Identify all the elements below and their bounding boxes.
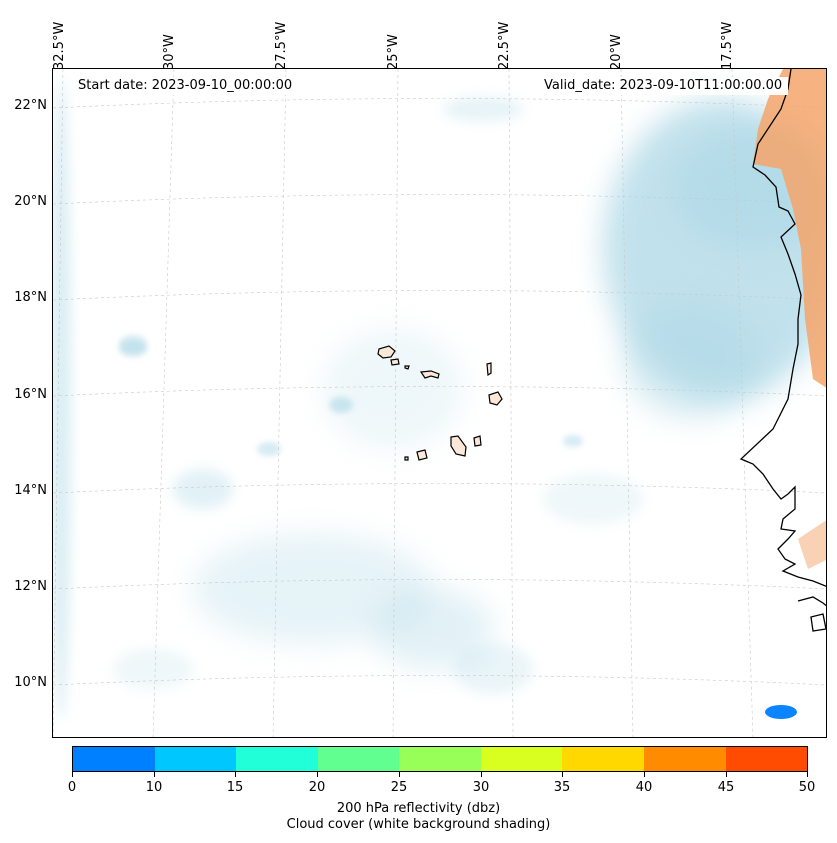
grid-lon-32-5 <box>53 69 64 737</box>
colorbar-tick-45 <box>726 772 727 777</box>
colorbar-tick-35 <box>562 772 563 777</box>
colorbar-label-50: 50 <box>798 780 816 795</box>
grid-lat-20 <box>53 194 826 205</box>
colorbar-seg-35-40 <box>562 747 644 771</box>
cape-verde-islands <box>377 345 503 461</box>
colorbar-title: 200 hPa reflectivity (dbz) <box>336 801 501 816</box>
map-panel[interactable] <box>52 68 827 738</box>
colorbar-seg-20-25 <box>317 747 400 771</box>
grid-lat-18 <box>53 290 826 301</box>
colorbar-seg-45-50 <box>725 747 808 771</box>
lon-label-17-5w: 17.5°W <box>720 21 735 70</box>
lon-label-30w: 30°W <box>162 34 177 70</box>
colorbar-tick-50 <box>807 772 808 777</box>
lon-label-32-5w: 32.5°W <box>52 21 67 70</box>
lat-label-10n: 10°N <box>14 675 47 690</box>
lon-label-27-5w: 27.5°W <box>274 21 289 70</box>
map-canvas <box>53 69 826 737</box>
colorbar-seg-10-15 <box>154 747 237 771</box>
colorbar-seg-30-35 <box>480 747 563 771</box>
reflectivity-echo <box>765 705 797 719</box>
island-sao-nicolau <box>419 370 440 379</box>
colorbar-label-15: 15 <box>226 780 244 795</box>
colorbar-tick-30 <box>481 772 482 777</box>
colorbar-seg-0-10 <box>73 747 155 771</box>
lat-label-16n: 16°N <box>14 387 47 402</box>
grid-lon-20 <box>620 69 634 737</box>
grid-lon-22-5 <box>508 69 514 737</box>
grid-lat-12 <box>53 579 826 590</box>
cloud-cover-layer <box>53 79 826 719</box>
colorbar-tick-40 <box>644 772 645 777</box>
colorbar-label-0: 0 <box>67 780 77 795</box>
colorbar-label-45: 45 <box>717 780 735 795</box>
lat-label-18n: 18°N <box>14 290 47 305</box>
island-boa-vista <box>488 391 503 406</box>
grid-lat-14 <box>53 483 826 494</box>
colorbar-label-40: 40 <box>635 780 653 795</box>
lon-label-20w: 20°W <box>609 34 624 70</box>
colorbar-label-20: 20 <box>308 780 326 795</box>
colorbar-seg-25-30 <box>399 747 481 771</box>
colorbar <box>72 746 808 772</box>
colorbar-tick-20 <box>317 772 318 777</box>
colorbar-tick-10 <box>154 772 155 777</box>
island-sal <box>486 362 492 377</box>
colorbar-seg-15-20 <box>236 747 318 771</box>
lon-label-22-5w: 22.5°W <box>497 21 512 70</box>
grid-lon-25 <box>392 69 399 737</box>
island-santiago <box>450 435 467 457</box>
grid-lat-10 <box>53 675 826 686</box>
lat-label-12n: 12°N <box>14 579 47 594</box>
colorbar-tick-25 <box>399 772 400 777</box>
island-sao-vicente <box>390 358 400 366</box>
grid-lon-30 <box>152 69 175 737</box>
grid-lon-17-5 <box>731 69 754 737</box>
start-date-label: Start date: 2023-09-10_00:00:00 <box>72 77 299 95</box>
colorbar-tick-15 <box>235 772 236 777</box>
grid-lat-22 <box>53 98 826 109</box>
island-maio <box>473 435 482 447</box>
colorbar-label-35: 35 <box>553 780 571 795</box>
island-santo-antao <box>377 345 396 359</box>
colorbar-label-25: 25 <box>390 780 408 795</box>
colorbar-seg-40-45 <box>643 747 726 771</box>
grid-lat-16 <box>53 386 826 397</box>
lon-label-25w: 25°W <box>386 34 401 70</box>
colorbar-label-10: 10 <box>145 780 163 795</box>
lat-label-20n: 20°N <box>14 194 47 209</box>
lat-label-22n: 22°N <box>14 98 47 113</box>
graticule <box>53 69 826 737</box>
colorbar-label-30: 30 <box>472 780 490 795</box>
colorbar-tick-0 <box>72 772 73 777</box>
grid-lon-27-5 <box>272 69 287 737</box>
land-shading <box>753 69 826 569</box>
colorbar-subtitle: Cloud cover (white background shading) <box>286 817 551 832</box>
coastline <box>739 69 826 632</box>
island-fogo <box>416 449 428 461</box>
valid-date-label: Valid_date: 2023-09-10T11:00:00.00 <box>538 77 789 95</box>
island-santa-luzia <box>404 365 410 370</box>
lat-label-14n: 14°N <box>14 483 47 498</box>
island-brava <box>404 456 409 461</box>
